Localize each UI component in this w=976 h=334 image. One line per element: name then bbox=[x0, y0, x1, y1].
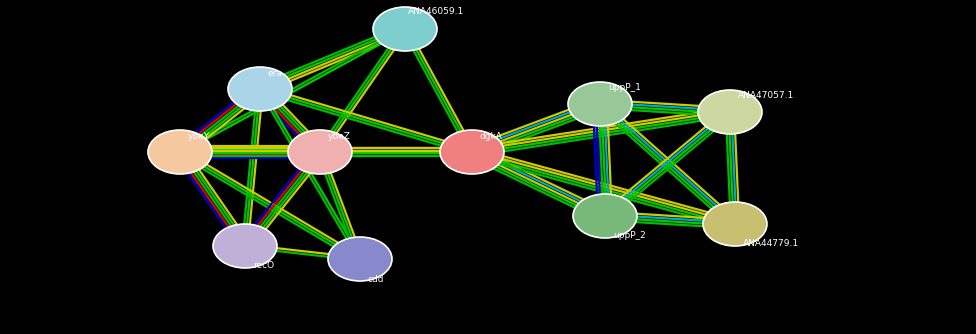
Ellipse shape bbox=[373, 7, 437, 51]
Ellipse shape bbox=[213, 224, 277, 268]
Ellipse shape bbox=[148, 130, 212, 174]
Text: uppP_2: uppP_2 bbox=[613, 231, 646, 240]
Text: ANA44779.1: ANA44779.1 bbox=[743, 239, 799, 248]
Text: ANA46059.1: ANA46059.1 bbox=[408, 7, 465, 16]
Text: ybeY: ybeY bbox=[188, 133, 210, 142]
Ellipse shape bbox=[440, 130, 504, 174]
Ellipse shape bbox=[573, 194, 637, 238]
Text: uppP_1: uppP_1 bbox=[608, 84, 641, 93]
Text: ybeZ: ybeZ bbox=[328, 133, 351, 142]
Ellipse shape bbox=[698, 90, 762, 134]
Text: cdd: cdd bbox=[368, 275, 385, 284]
Text: dgkA: dgkA bbox=[480, 133, 503, 142]
Ellipse shape bbox=[568, 82, 632, 126]
Ellipse shape bbox=[703, 202, 767, 246]
Ellipse shape bbox=[288, 130, 352, 174]
Text: ANA47057.1: ANA47057.1 bbox=[738, 92, 794, 101]
Text: era: era bbox=[268, 69, 283, 78]
Ellipse shape bbox=[328, 237, 392, 281]
Text: recO: recO bbox=[253, 262, 274, 271]
Ellipse shape bbox=[228, 67, 292, 111]
